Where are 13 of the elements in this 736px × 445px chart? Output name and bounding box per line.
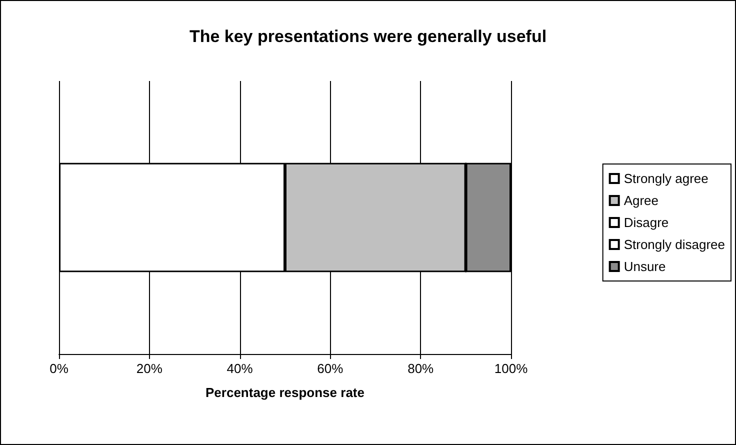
x-tick-label: 60%	[317, 361, 344, 376]
legend-label: Agree	[624, 193, 659, 208]
chart-title: The key presentations were generally useful	[189, 27, 547, 46]
legend-label: Strongly disagree	[624, 237, 726, 252]
x-tick-label: 20%	[136, 361, 163, 376]
legend-label: Strongly agree	[624, 171, 708, 186]
x-tick-label: 80%	[408, 361, 434, 376]
x-tick-label: 40%	[226, 361, 254, 376]
x-axis-title: Percentage response rate	[206, 385, 364, 400]
x-tick-label: 100%	[494, 361, 528, 376]
x-tick-label: 0%	[50, 361, 69, 376]
legend-label: Unsure	[624, 259, 666, 274]
legend-label: Disagre	[624, 215, 669, 230]
